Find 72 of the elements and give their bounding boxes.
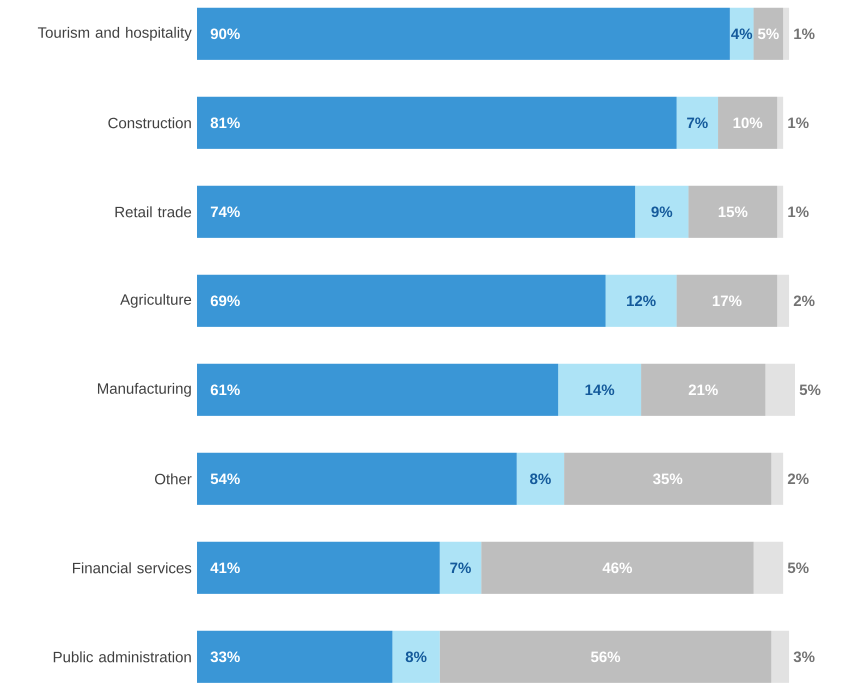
- bar: [765, 364, 795, 416]
- data-label: 8%: [530, 474, 551, 484]
- data-label: 5%: [800, 384, 820, 396]
- data-label: 5%: [758, 28, 779, 40]
- data-label: 54%: [210, 474, 240, 484]
- bar: [197, 186, 636, 238]
- bar: [197, 452, 517, 505]
- bar: [754, 8, 784, 60]
- bar: [730, 8, 754, 60]
- bar: [777, 274, 790, 327]
- bar: [783, 8, 790, 60]
- y-tick-label: Tourism and hospitality: [38, 26, 192, 41]
- bar: [197, 96, 677, 149]
- bar: [197, 630, 392, 683]
- data-label: 90%: [210, 28, 240, 40]
- y-tick-label: Other: [154, 473, 192, 484]
- bar: [606, 274, 677, 327]
- data-label: 1%: [788, 118, 809, 128]
- data-label: 10%: [734, 118, 762, 128]
- data-label: 74%: [210, 206, 240, 218]
- data-label: 15%: [718, 206, 748, 218]
- data-label: 2%: [794, 296, 815, 306]
- data-label: 5%: [788, 562, 809, 574]
- data-label: 33%: [210, 652, 240, 662]
- y-tick-label: Manufacturing: [98, 382, 191, 397]
- bar: [688, 186, 778, 238]
- bar: [440, 542, 482, 594]
- bar: [197, 364, 558, 416]
- data-label: 8%: [406, 652, 427, 662]
- data-label: 35%: [653, 474, 682, 484]
- y-tick-label: Financial services: [72, 562, 192, 574]
- data-label: 9%: [651, 206, 672, 218]
- y-tick-label: Construction: [108, 117, 191, 128]
- bar: [635, 186, 688, 238]
- data-label: 21%: [688, 384, 718, 396]
- bar: [771, 452, 784, 505]
- y-tick-label: Public administration: [54, 651, 191, 662]
- bar: [197, 542, 440, 594]
- y-tick-label: Retail trade: [115, 206, 192, 218]
- bar: [440, 630, 772, 683]
- data-label: 7%: [450, 562, 471, 574]
- bar: [516, 452, 564, 505]
- data-label: 2%: [788, 474, 809, 484]
- bar: [392, 630, 440, 683]
- data-label: 14%: [586, 384, 614, 396]
- y-tick-label: Agriculture: [120, 294, 192, 308]
- bar: [558, 364, 642, 416]
- bar: [641, 364, 766, 416]
- data-label: 12%: [626, 296, 656, 306]
- bar: [676, 96, 718, 149]
- bar: [771, 630, 790, 683]
- data-label: 61%: [210, 384, 240, 396]
- bar: [718, 96, 778, 149]
- bar: [197, 274, 606, 327]
- bar: [777, 186, 784, 238]
- bar: [481, 542, 754, 594]
- data-label: 41%: [210, 562, 240, 574]
- bar: [564, 452, 772, 505]
- data-label: 3%: [794, 652, 815, 662]
- bar: [777, 96, 784, 149]
- data-label: 1%: [794, 28, 815, 40]
- data-label: 7%: [687, 118, 708, 128]
- data-label: 69%: [210, 296, 240, 306]
- bar: [197, 8, 730, 60]
- data-label: 17%: [712, 296, 742, 306]
- bar: [676, 274, 778, 327]
- data-label: 1%: [788, 206, 809, 218]
- data-label: 81%: [210, 118, 240, 128]
- bar: [754, 542, 784, 594]
- data-label: 4%: [731, 28, 752, 40]
- data-label: 56%: [590, 652, 620, 662]
- data-label: 46%: [602, 562, 632, 574]
